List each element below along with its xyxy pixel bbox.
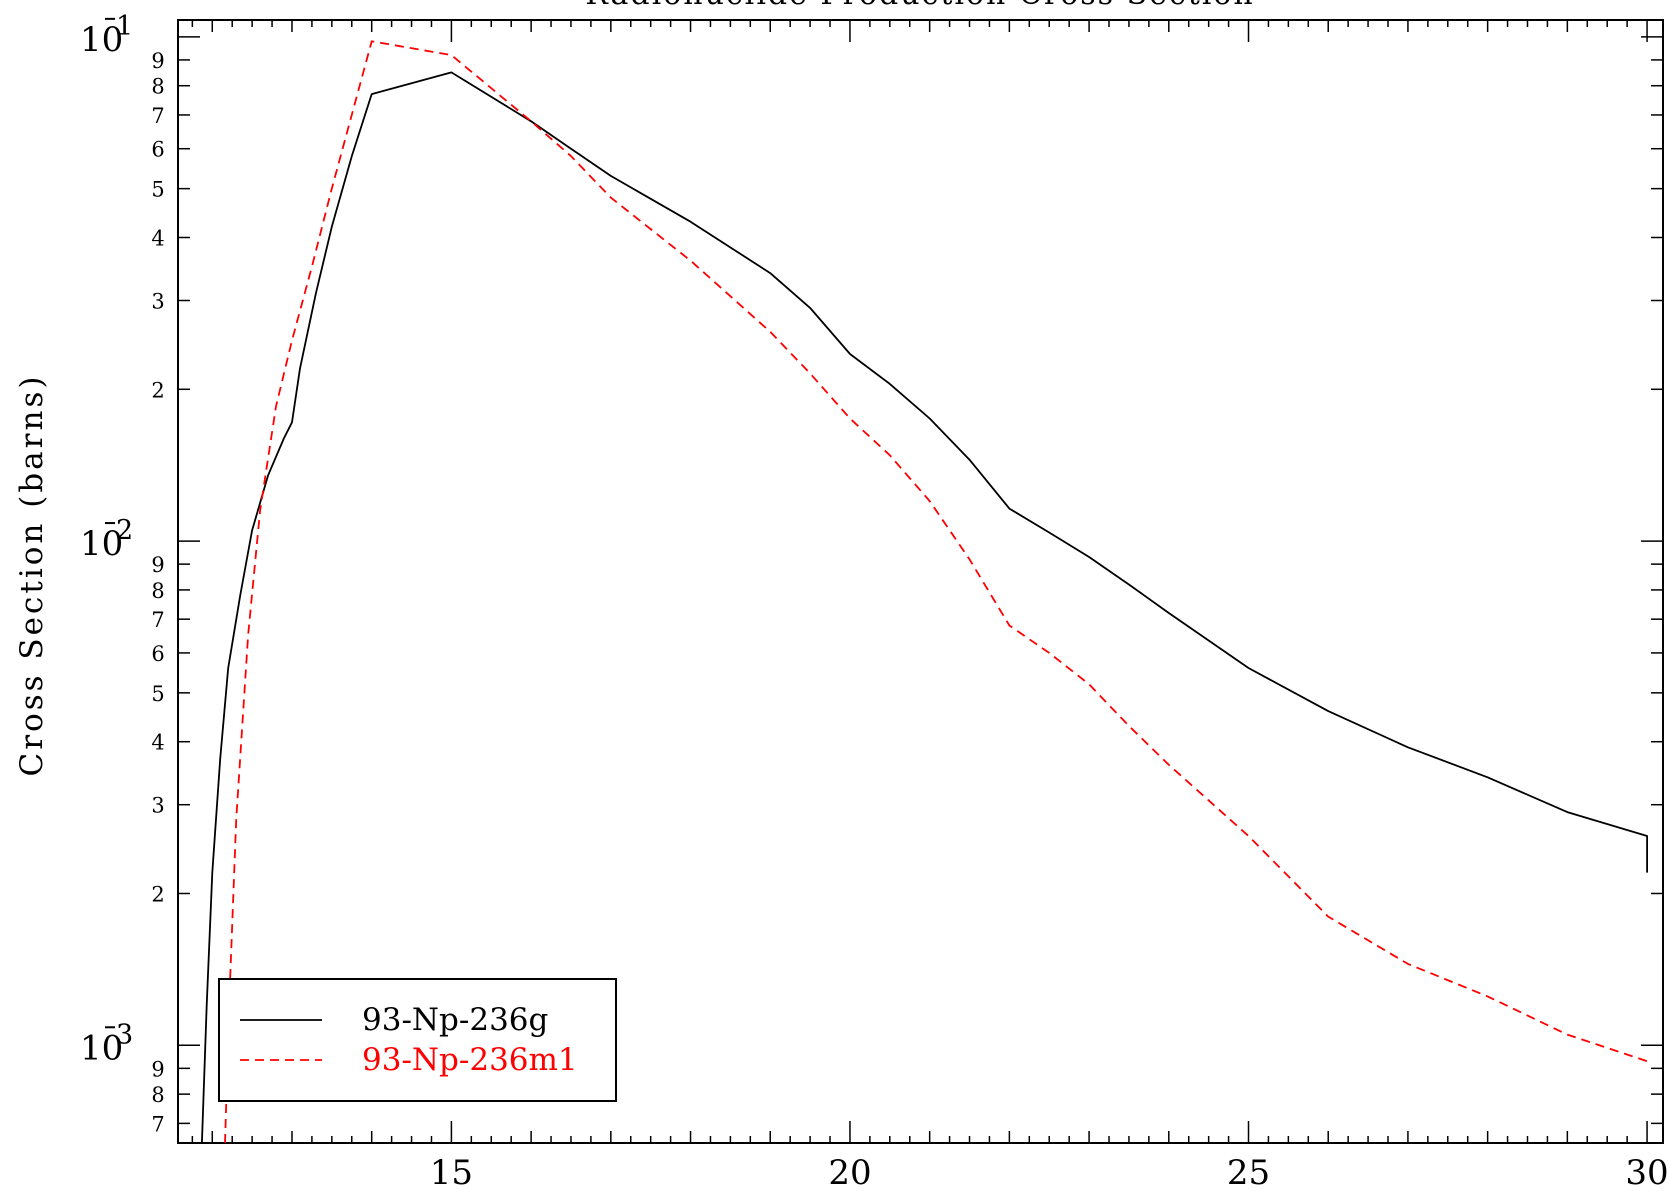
chart-title: Radionuclide Production Cross Section xyxy=(585,0,1254,12)
y-major-tick-label: 10 xyxy=(80,524,123,564)
y-minor-tick-label: 7 xyxy=(151,608,164,632)
x-tick-label: 20 xyxy=(828,1153,871,1191)
y-minor-tick-label: 2 xyxy=(151,882,164,906)
y-minor-tick-label: 8 xyxy=(151,1083,164,1107)
y-exponent-label: 2 xyxy=(116,515,133,546)
y-axis-title: Cross Section (barns) xyxy=(14,374,50,777)
y-minor-tick-label: 5 xyxy=(151,178,164,202)
plot-frame xyxy=(177,19,1664,1144)
y-minor-tick-label: 9 xyxy=(151,553,164,577)
x-tick-label: 25 xyxy=(1227,1153,1270,1191)
y-minor-tick-label: 7 xyxy=(151,104,164,128)
y-major-tick-label: 10 xyxy=(80,1028,123,1068)
y-minor-tick-label: 6 xyxy=(151,642,164,666)
series-line-np236m1 xyxy=(224,40,1648,1143)
y-minor-tick-label: 5 xyxy=(151,682,164,706)
series-line-np236g xyxy=(201,71,1648,1143)
y-minor-tick-label: 4 xyxy=(151,226,164,250)
y-minor-tick-label: 9 xyxy=(151,1057,164,1081)
y-minor-tick-label: 8 xyxy=(151,75,164,99)
y-minor-tick-label: 4 xyxy=(151,731,164,755)
legend-label: 93-Np-236g xyxy=(362,1002,548,1038)
y-exponent-label: 3 xyxy=(116,1019,133,1050)
y-minor-tick-label: 7 xyxy=(151,1112,164,1136)
y-minor-tick-label: 3 xyxy=(151,794,164,818)
plot-area xyxy=(201,40,1648,1143)
legend-box xyxy=(218,978,617,1102)
x-axis-ticks: 15 20 25 30 xyxy=(191,20,1669,1191)
legend: 93-Np-236g 93-Np-236m1 xyxy=(218,978,617,1102)
y-minor-tick-label: 2 xyxy=(151,378,164,402)
x-tick-label: 15 xyxy=(430,1153,473,1191)
axes-frame xyxy=(177,19,1664,1144)
y-minor-tick-label: 6 xyxy=(151,138,164,162)
y-minor-tick-label: 3 xyxy=(151,289,164,313)
y-major-tick-label: 10 xyxy=(80,20,123,60)
x-tick-label: 30 xyxy=(1625,1153,1668,1191)
y-minor-tick-label: 9 xyxy=(151,49,164,73)
y-minor-tick-label: 8 xyxy=(151,579,164,603)
legend-label: 93-Np-236m1 xyxy=(362,1042,578,1078)
y-exponent-label: 1 xyxy=(116,11,133,42)
